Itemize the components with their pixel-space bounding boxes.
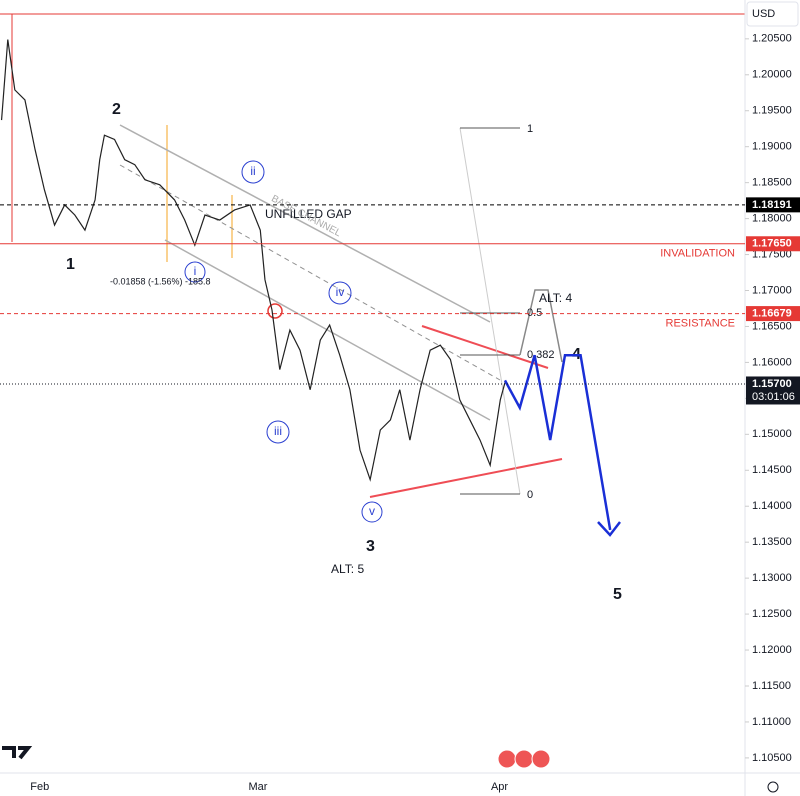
wave-label: ALT: 4 [539,291,572,305]
y-tick-label: 1.13000 [752,572,792,584]
currency-select[interactable] [746,1,799,27]
wave-label: 1 [66,256,75,273]
level-note: INVALIDATION [660,248,735,260]
price-tag-label: 1.16679 [752,307,792,319]
price-tag [746,306,800,322]
y-tick-label: 1.20500 [752,33,792,45]
y-tick-label: 1.14500 [752,464,792,476]
price-line [503,353,612,531]
y-tick-label: 1.17500 [752,248,792,260]
price-line [0,39,506,482]
y-tick-label: 1.10500 [752,752,792,764]
wave-label: 3 [366,538,375,555]
wave-label: v [369,504,375,518]
wave-label: iii [274,424,282,438]
y-tick-label: 1.18500 [752,177,792,189]
wave-label: i [194,264,197,278]
wave-label: 5 [613,586,622,603]
y-tick-label: 1.13500 [752,536,792,548]
y-tick-label: 1.16500 [752,320,792,332]
y-tick-label: 1.19000 [752,141,792,153]
fib-label: 1 [527,123,533,135]
x-tick-label: Feb [30,781,49,793]
note: UNFILLED GAP [265,207,352,221]
fib-label: 0.382 [527,349,555,361]
y-tick-label: 1.16000 [752,356,792,368]
y-tick-label: 1.11500 [752,680,791,692]
fib-label: 0 [527,489,533,501]
price-tag-label: 1.15700 [752,378,792,390]
y-tick-label: 1.14000 [752,500,792,512]
y-tick-label: 1.12500 [752,608,792,620]
level-note: RESISTANCE [666,317,735,329]
price-tag [746,376,800,405]
wave-label: ii [250,164,255,178]
currency[interactable]: USD [752,8,775,20]
countdown: 03:01:06 [752,391,795,403]
wave-label: iv [336,285,345,299]
x-tick-label: Apr [491,781,508,793]
y-tick-label: 1.12000 [752,644,792,656]
price-tag-label: 1.17650 [752,238,792,250]
wave-label: ALT: 5 [331,562,364,576]
note: -0.01858 (-1.56%) -185.8 [110,276,211,286]
fib-label: 0.5 [527,307,542,319]
y-tick-label: 1.11000 [752,716,791,728]
x-tick-label: Mar [248,781,267,793]
y-tick-label: 1.20000 [752,69,792,81]
y-tick-label: 1.17000 [752,284,792,296]
price-tag [746,197,800,213]
price-tag-label: 1.18191 [752,199,792,211]
y-tick-label: 1.15000 [752,428,792,440]
y-tick-label: 1.19500 [752,105,792,117]
wave-label: 2 [112,101,121,118]
price-tag [746,236,800,252]
y-tick-label: 1.18000 [752,213,792,225]
